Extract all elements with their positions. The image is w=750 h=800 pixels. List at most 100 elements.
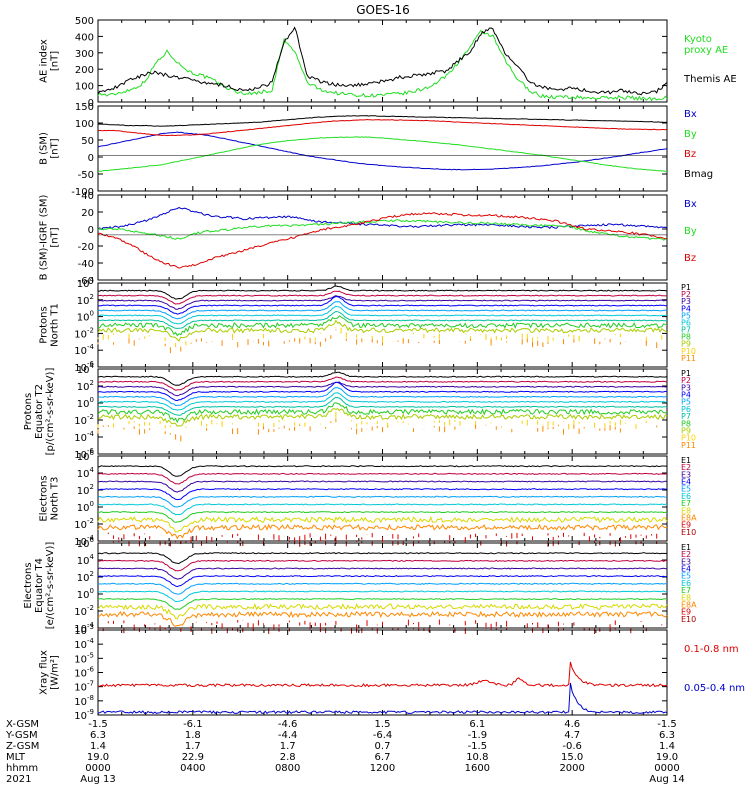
panel-2-legend-2: Bz [684, 149, 696, 160]
panel-4-legend-P8: P8 [681, 333, 691, 342]
panel-7-channel-E3 [97, 567, 668, 580]
panel-7-ytick-label: 106 [77, 536, 95, 550]
panel-4-legend-P4: P4 [681, 304, 691, 313]
orbit-row-value: -1.9 [468, 730, 488, 741]
panel-5-ytick-label: 10-2 [74, 413, 94, 427]
panel-2-legend-3: Bmag [684, 169, 713, 180]
panel-7-ytick-label: 102 [77, 570, 94, 584]
panel-7-legend-E1: E1 [681, 543, 691, 552]
panel-7-channel-E7 [97, 598, 668, 610]
panel-1-ytick-label: 100 [75, 82, 94, 93]
panel-6-legend-E5: E5 [681, 485, 691, 494]
orbit-row-value: 19.0 [87, 752, 109, 763]
panel-3-legend-2: Bz [684, 253, 696, 264]
panel-7-channel-E6 [98, 590, 667, 603]
panel-2-series-2 [97, 118, 668, 137]
panel-3-series-1 [97, 219, 668, 241]
panel-4-channel-P5 [97, 301, 668, 320]
panel-7-ytick-label: 10-2 [74, 604, 94, 618]
orbit-row-value: 6.3 [659, 730, 675, 741]
orbit-row-value: -0.6 [562, 741, 582, 752]
panel-6-channel-E1 [98, 465, 667, 477]
orbit-row-value: 19.0 [656, 752, 678, 763]
panel-5-channel-P7 [97, 396, 668, 416]
panel-4-channel-P2 [97, 290, 668, 305]
panel-6-ytick-label: 100 [77, 500, 94, 514]
panel-8-ytick-label: 10-5 [74, 651, 94, 665]
panel-7-ylabel: Equator T4 [34, 558, 45, 613]
panel-4-channel-P7 [97, 310, 668, 329]
panel-5-ylabel: [p/(cm²-s-sr-keV)] [45, 368, 56, 456]
panel-7-legend-E8A: E8A [681, 600, 697, 609]
panel-4-ytick-label: 10-2 [74, 326, 94, 340]
panel-3-ytick-label: 20 [81, 208, 94, 219]
panel-6-legend-E1: E1 [681, 456, 691, 465]
panel-5-legend-P3: P3 [681, 383, 691, 392]
panel-8-series-1 [97, 682, 668, 715]
panel-6-legend-E8A: E8A [681, 513, 697, 522]
panel-8-legend-1: 0.05-0.4 nm [684, 683, 745, 694]
orbit-row-label: hhmm [6, 763, 38, 774]
panel-5-channel-P1 [97, 371, 668, 386]
orbit-row-value: -1.5 [88, 719, 108, 730]
panel-7-ytick-label: 100 [77, 587, 94, 601]
panel-6-legend-E8: E8 [681, 506, 691, 515]
panel-6-channel-E6 [97, 503, 668, 516]
panel-8-series-0 [97, 661, 668, 688]
panel-1-ytick-label: 500 [75, 16, 94, 27]
panel-1-legend-0: proxy AE [684, 45, 728, 56]
panel-1-ytick-label: 400 [75, 32, 94, 43]
orbit-row-value: -6.1 [183, 719, 203, 730]
panel-6-legend-E3: E3 [681, 470, 691, 479]
panel-8-ytick-label: 10-3 [74, 623, 94, 637]
panel-5-channel-P9 [97, 407, 668, 427]
panel-4-legend-P3: P3 [681, 297, 691, 306]
panel-3-legend-1: By [684, 226, 697, 237]
orbit-row-value: 0.7 [375, 741, 391, 752]
orbit-row-value: Aug 14 [649, 774, 684, 785]
panel-3-ylabel: B (SM)-IGRF (SM) [39, 195, 50, 281]
panel-4-channel-P3 [97, 295, 668, 310]
orbit-row-value: -1.5 [468, 741, 488, 752]
panel-7-ylabel: Electrons [23, 562, 34, 608]
orbit-row-value: 2000 [559, 763, 584, 774]
panel-7-legend-E10: E10 [681, 615, 696, 624]
panel-2-ytick-label: 50 [81, 136, 94, 147]
panel-5-legend-P5: P5 [681, 398, 691, 407]
orbit-row-value: -1.5 [657, 719, 677, 730]
panel-5-ytick-label: 10-4 [74, 430, 94, 444]
panel-2-ytick-label: 0 [88, 153, 94, 164]
panel-8-ylabel: Xray flux [39, 650, 50, 695]
panel-7-legend-E5: E5 [681, 572, 691, 581]
panel-5-legend-P2: P2 [681, 376, 691, 385]
orbit-row-value: 0000 [654, 763, 679, 774]
panel-5-channel-P3 [97, 381, 668, 397]
orbit-row-value: 1.4 [90, 741, 106, 752]
panel-6-channel-E2 [97, 472, 668, 485]
panel-6-ytick-label: 102 [77, 483, 94, 497]
panel-3-frame [97, 194, 668, 281]
panel-6-legend-E6: E6 [681, 492, 691, 501]
panel-2-frame [97, 105, 668, 192]
panel-2-series-3 [97, 115, 668, 127]
panel-5-legend-P4: P4 [681, 391, 691, 400]
panel-6-channel-E8 [97, 516, 668, 533]
panel-6-channel-E3 [97, 480, 668, 493]
panel-5-ylabel: Equator T2 [34, 384, 45, 439]
panel-4-ytick-label: 104 [77, 276, 95, 290]
orbit-row-label: 2021 [6, 774, 31, 785]
panel-5-legend-P7: P7 [681, 412, 691, 421]
orbit-row-value: 0400 [180, 763, 205, 774]
panel-5-legend-P10: P10 [681, 434, 696, 443]
panel-6-channel-E5 [97, 495, 668, 508]
panel-5-legend-P8: P8 [681, 419, 691, 428]
panel-5-channel-P6 [97, 392, 668, 411]
panel-6-legend-E9: E9 [681, 521, 691, 530]
panel-3-ytick-label: -20 [78, 242, 94, 253]
panel-4-channel-P4 [97, 295, 668, 315]
panel-5-legend-P6: P6 [681, 405, 691, 414]
panel-1-frame [97, 19, 668, 103]
panel-5-ylabel: Protons [23, 393, 34, 430]
panel-2-ytick-label: -100 [71, 187, 94, 198]
panel-6-ytick-label: 106 [77, 449, 95, 463]
